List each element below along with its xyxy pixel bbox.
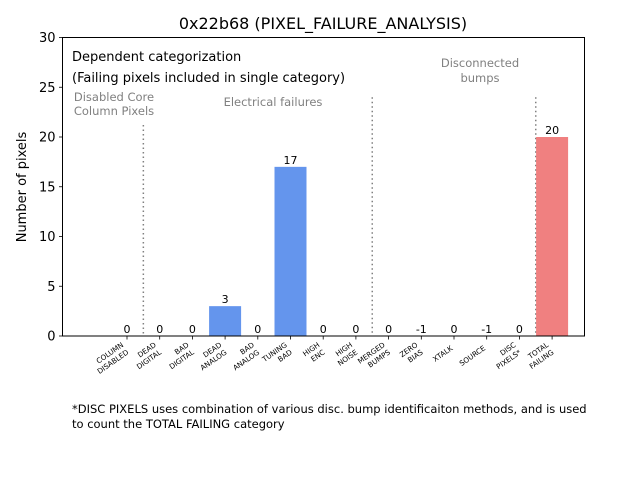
bar	[209, 306, 242, 336]
data-label: 0	[352, 323, 359, 336]
y-tick-label: 5	[47, 280, 55, 295]
bars	[209, 137, 569, 336]
x-tick-label: XTALK	[431, 343, 455, 363]
chart-title: 0x22b68 (PIXEL_FAILURE_ANALYSIS)	[179, 14, 467, 34]
data-label: 0	[254, 323, 261, 336]
data-label: 0	[385, 323, 392, 336]
y-ticks: 0 5 10 15 20 25 30	[39, 31, 63, 345]
x-tick-label: SOURCE	[458, 343, 488, 368]
data-label: 0	[516, 323, 523, 336]
y-tick-label: 15	[39, 180, 56, 195]
data-label: 0	[451, 323, 458, 336]
data-label: -1	[416, 323, 427, 336]
x-tick-label: BADDIGITAL	[162, 340, 196, 371]
y-tick-label: 30	[39, 31, 56, 46]
x-tick-label: TUNINGBAD	[260, 340, 295, 372]
categorization-note-line: (Failing pixels included in single categ…	[72, 71, 345, 86]
bar	[536, 137, 569, 336]
data-label: 3	[222, 293, 229, 306]
x-tick-label: HIGHNOISE	[331, 340, 360, 368]
y-tick-label: 0	[47, 330, 55, 345]
footnote-line: to count the TOTAL FAILING category	[72, 417, 285, 431]
group-label-disconnected: bumps	[460, 71, 499, 85]
x-tick-label: DISCPIXELS*	[489, 340, 523, 371]
plot-area	[62, 37, 585, 337]
x-tick-label: MERGEDBUMPS	[356, 340, 392, 373]
data-label: 0	[124, 323, 131, 336]
data-label: 0	[320, 323, 327, 336]
x-tick-label: HIGHENC	[301, 340, 326, 365]
bar	[274, 166, 307, 336]
data-label: 17	[284, 154, 298, 167]
group-label-disabled-core: Column Pixels	[74, 104, 154, 118]
x-tick-label: ZEROBIAS	[398, 340, 425, 367]
y-tick-label: 25	[39, 81, 56, 96]
x-tick-label: BADANALOG	[226, 340, 261, 372]
footnote: *DISC PIXELS uses combination of various…	[72, 402, 638, 432]
group-label-disconnected: Disconnected	[441, 56, 519, 70]
data-label: 0	[189, 323, 196, 336]
group-label-disabled-core: Disabled Core	[74, 90, 154, 104]
group-separators	[142, 97, 537, 336]
data-label: 20	[545, 124, 559, 137]
data-labels: 0 0 0 3 0 17 0 0 0 -1 0 -1 0 20	[124, 124, 560, 336]
data-label: 0	[156, 323, 163, 336]
x-tick-label: COLUMNDISABLED	[90, 340, 130, 376]
data-label: -1	[481, 323, 492, 336]
x-tick-label: DEADDIGITAL	[130, 340, 164, 371]
y-tick-label: 10	[39, 230, 56, 245]
footnote-line: *DISC PIXELS uses combination of various…	[72, 402, 587, 416]
categorization-note-line: Dependent categorization	[72, 50, 241, 65]
x-ticks: COLUMNDISABLED DEADDIGITAL BADDIGITAL DEADA…	[90, 336, 555, 376]
y-axis-label: Number of pixels	[15, 131, 30, 242]
x-tick-label: TOTALFAILING	[522, 340, 555, 371]
group-label-electrical: Electrical failures	[224, 95, 323, 109]
y-tick-label: 20	[39, 131, 56, 146]
group-labels: Disabled Core Column Pixels Electrical f…	[74, 56, 519, 118]
x-tick-label: DEADANALOG	[193, 340, 228, 372]
categorization-note: Dependent categorization (Failing pixels…	[72, 50, 345, 86]
